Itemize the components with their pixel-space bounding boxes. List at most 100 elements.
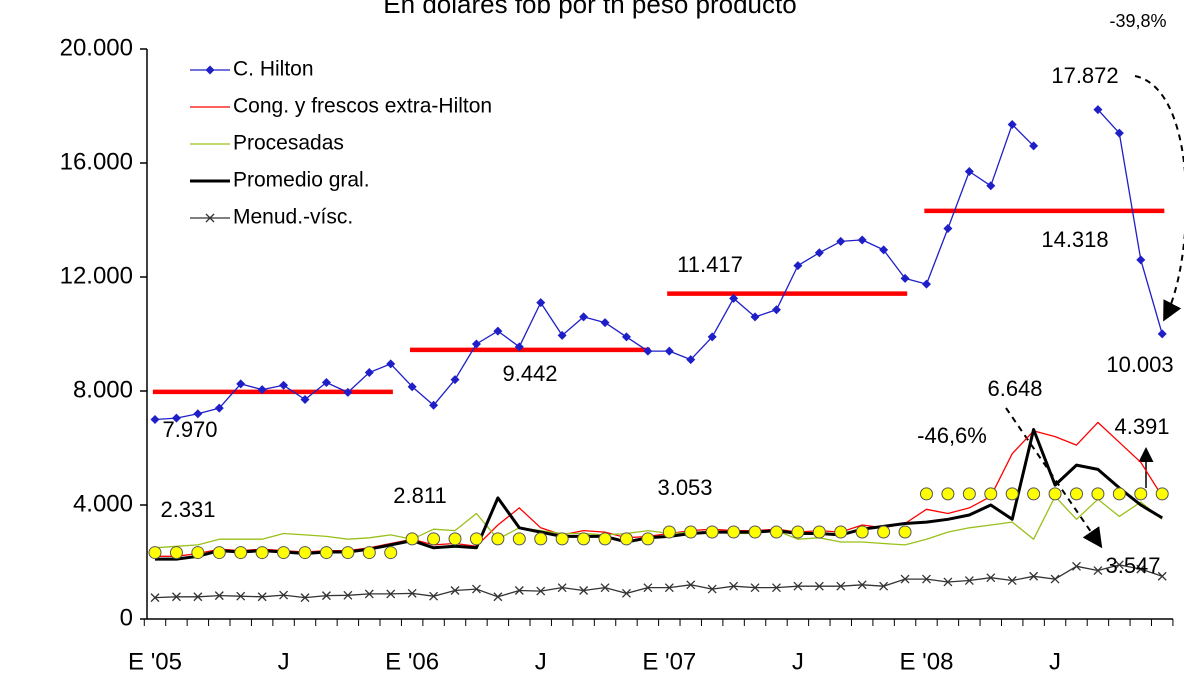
annual-average-dot [598,532,612,546]
point-marker [921,279,931,289]
y-tick-label: 8.000 [73,376,133,403]
point-marker [643,583,653,593]
annual-average-dot [769,525,783,539]
point-marker [900,574,910,584]
annual-average-dot [619,532,633,546]
y-tick-label: 12.000 [60,262,133,289]
point-marker [279,380,289,390]
x-tick-label: E '08 [900,648,954,675]
data-label: 10.003 [1106,352,1173,377]
data-label: 2.811 [393,483,446,508]
x-tick-label: J [278,648,290,675]
data-label: 9.442 [502,361,557,386]
point-marker [707,584,717,594]
legend-label: Promedio gral. [233,169,370,192]
annual-average-dot [834,525,848,539]
y-tick-label: 16.000 [60,148,133,175]
annual-average-dot [319,546,333,560]
annual-average-dot [919,487,933,501]
point-marker [664,583,674,593]
series-line [154,109,1163,421]
point-marker [236,591,246,601]
point-marker [407,382,417,392]
point-marker [1136,255,1146,265]
x-tick-label: E '06 [385,648,439,675]
annual-average-dot [298,546,312,560]
point-marker [150,593,160,603]
point-marker [364,589,374,599]
legend-label: Procesadas [233,132,344,155]
point-marker [450,586,460,595]
x-tick-label: J [792,648,804,675]
data-label: 4.391 [1114,414,1169,439]
chart-title: En dólares fob por tn peso producto [383,0,796,19]
annual-average-dot [812,525,826,539]
point-marker [557,330,567,340]
y-tick-label: 20.000 [60,34,133,61]
series-line [154,495,1163,549]
point-marker [321,591,331,601]
legend-label: C. Hilton [233,58,314,81]
x-tick-label: E '05 [128,648,182,675]
point-marker [471,339,481,349]
annual-average-dot [1134,487,1148,501]
annotation: -46,6% [917,423,987,448]
point-marker [879,581,889,591]
point-marker [836,581,846,591]
point-marker [986,181,996,191]
y-tick-label: 4.000 [73,490,133,517]
point-marker [1114,128,1124,138]
point-marker [1093,105,1103,115]
point-marker [964,576,974,585]
point-marker [857,235,867,245]
annual-average-dot [1155,487,1169,501]
point-marker [900,273,910,283]
annotation: -39,8% [1109,11,1166,31]
point-marker [579,312,589,322]
point-marker [1029,571,1039,581]
point-marker [771,305,781,315]
annual-average-dot [405,532,419,546]
annual-average-dot [341,546,355,560]
data-label: 6.648 [987,376,1042,401]
point-marker [686,580,696,590]
point-marker [750,312,760,322]
annual-average-dot [941,487,955,501]
point-marker [964,167,974,177]
annual-average-dot [1091,487,1105,501]
point-marker [857,580,867,590]
point-marker [1072,561,1081,571]
point-marker [1157,329,1167,339]
point-marker [943,577,953,587]
point-marker [171,592,181,602]
point-marker [493,592,503,602]
point-marker [600,318,610,328]
point-marker [557,583,567,593]
annual-average-dot [1048,487,1062,501]
point-marker [1007,576,1017,585]
point-marker [1114,560,1124,570]
point-marker [236,379,246,389]
point-marker [772,583,781,593]
point-marker [1093,566,1103,576]
series-line [154,564,1163,599]
annual-average-dot [1027,487,1041,501]
annual-average-dot [255,546,269,560]
point-marker [471,584,481,594]
annual-average-dot [577,532,591,546]
point-marker [450,375,460,385]
point-marker [729,581,739,591]
point-marker [686,355,696,365]
point-marker [386,589,396,599]
point-marker [814,581,824,591]
point-marker [664,346,674,356]
point-marker [407,588,417,598]
point-marker [1007,120,1017,130]
point-marker [579,586,589,595]
data-label: 17.872 [1051,63,1118,88]
point-marker [643,346,653,356]
point-marker [257,385,267,395]
annual-average-dot [148,546,162,560]
annual-average-dot [169,546,183,560]
data-label: 14.318 [1041,227,1108,252]
